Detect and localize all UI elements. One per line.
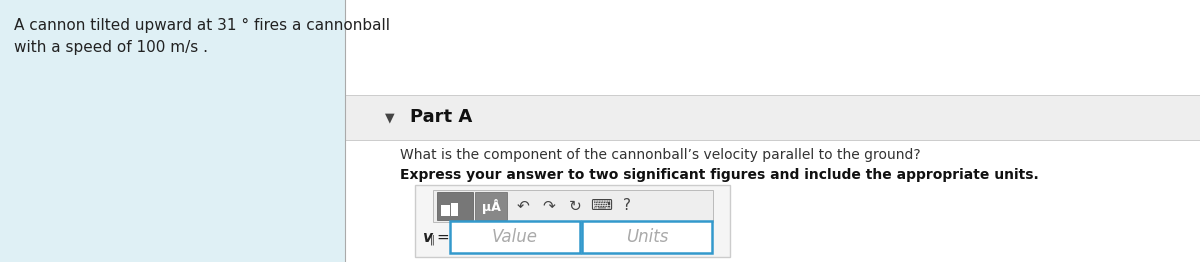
- Bar: [450, 221, 580, 253]
- Text: v: v: [422, 230, 432, 244]
- Bar: [0, 0, 346, 262]
- Bar: [433, 190, 713, 222]
- Bar: [442, 205, 450, 216]
- Text: ⌨: ⌨: [590, 199, 612, 214]
- Bar: [475, 192, 508, 220]
- Text: μÅ: μÅ: [481, 199, 500, 214]
- Text: ↶: ↶: [517, 199, 529, 214]
- Bar: [582, 221, 712, 253]
- Text: =: =: [436, 230, 449, 244]
- Text: Value: Value: [492, 228, 538, 246]
- Text: A cannon tilted upward at 31 ° fires a cannonball: A cannon tilted upward at 31 ° fires a c…: [14, 18, 390, 33]
- Bar: [451, 207, 458, 216]
- Text: ↻: ↻: [569, 199, 581, 214]
- Bar: [451, 203, 458, 210]
- Bar: [346, 95, 1200, 140]
- Bar: [415, 185, 730, 257]
- Text: ‖: ‖: [430, 235, 434, 245]
- Text: Express your answer to two significant figures and include the appropriate units: Express your answer to two significant f…: [400, 168, 1039, 182]
- Text: Units: Units: [626, 228, 668, 246]
- Text: ↷: ↷: [542, 199, 556, 214]
- Text: Part A: Part A: [410, 108, 473, 127]
- Text: ▼: ▼: [385, 111, 395, 124]
- Text: ?: ?: [623, 199, 631, 214]
- Bar: [437, 192, 473, 220]
- Text: What is the component of the cannonball’s velocity parallel to the ground?: What is the component of the cannonball’…: [400, 148, 920, 162]
- Text: with a speed of 100 m/s .: with a speed of 100 m/s .: [14, 40, 208, 55]
